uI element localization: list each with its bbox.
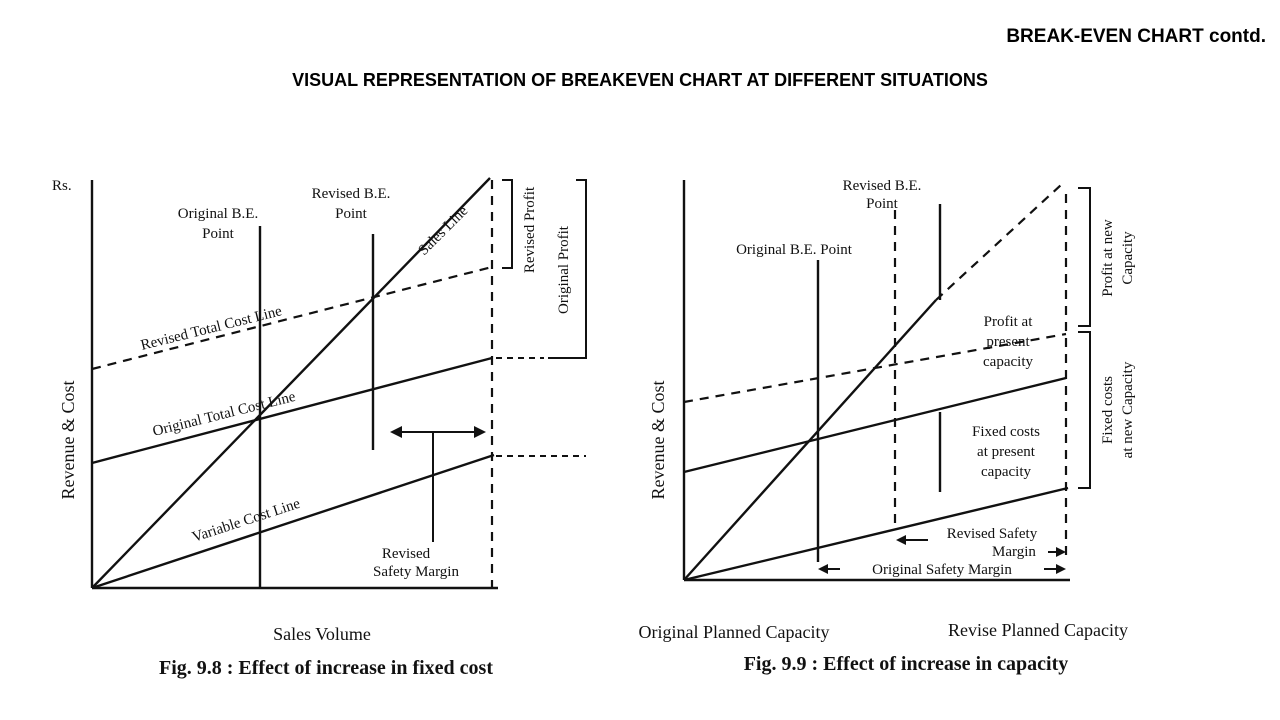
original-be-label: Original B.E. Point: [736, 242, 853, 258]
revised-safety-label-1: Revised: [382, 546, 431, 562]
arrow-right-icon: [474, 426, 486, 438]
profit-new-label-1: Profit at new: [1100, 219, 1116, 297]
revised-total-cost-line: [91, 265, 493, 371]
sales-line-label: Sales Line: [416, 203, 472, 259]
revised-be-label-1: Revised B.E.: [312, 186, 391, 202]
total-cost-line-present: [683, 376, 1067, 474]
corner-title: BREAK-EVEN CHART contd.: [1006, 26, 1266, 47]
capacity-diagram: Revenue & Cost Profit at new Capacity Fi…: [639, 178, 1136, 675]
original-profit-bracket: [548, 179, 587, 359]
fixed-new-label-2: at new Capacity: [1120, 361, 1136, 458]
revised-total-cost-label: Revised Total Cost Line: [139, 303, 284, 354]
variable-cost-line: [683, 486, 1069, 582]
figure-caption: Fig. 9.9 : Effect of increase in capacit…: [744, 653, 1069, 675]
original-be-label-1: Original B.E.: [178, 206, 258, 222]
original-total-cost-line: [91, 356, 493, 465]
figure-caption: Fig. 9.8 : Effect of increase in fixed c…: [159, 657, 493, 679]
variable-cost-label: Variable Cost Line: [190, 496, 302, 546]
slide-title: VISUAL REPRESENTATION OF BREAKEVEN CHART…: [292, 70, 988, 90]
revised-safety-label-2: Safety Margin: [373, 564, 459, 580]
y-unit-label: Rs.: [52, 178, 72, 194]
original-safety-label: Original Safety Margin: [872, 562, 1012, 578]
arrow-right-icon: [1056, 547, 1066, 557]
original-be-label-2: Point: [202, 226, 235, 242]
arrow-right-icon: [1056, 564, 1066, 574]
fixed-new-label-1: Fixed costs: [1100, 376, 1116, 444]
profit-present-label-1: Profit at: [984, 314, 1034, 330]
x-label-original-capacity: Original Planned Capacity: [639, 622, 830, 642]
profit-present-label-3: capacity: [983, 354, 1033, 370]
profit-new-label-2: Capacity: [1120, 231, 1136, 285]
sales-line: [91, 177, 491, 589]
y-axis-label: Revenue & Cost: [648, 381, 668, 500]
profit-present-label-2: present: [986, 334, 1030, 350]
arrow-left-icon: [390, 426, 402, 438]
revised-safety-label-1: Revised Safety: [947, 526, 1038, 542]
fixed-present-label-1: Fixed costs: [972, 424, 1040, 440]
sales-line-extension: [935, 183, 1063, 301]
revised-safety-label-2: Margin: [992, 544, 1036, 560]
arrow-left-icon: [818, 564, 828, 574]
x-axis-label: Sales Volume: [273, 624, 371, 644]
variable-cost-line: [91, 453, 495, 590]
fixed-cost-diagram: Rs. Revenue & Cost Revised Profit Ori: [52, 177, 587, 679]
revised-be-label-1: Revised B.E.: [843, 178, 922, 194]
fixed-new-bracket: [1078, 331, 1091, 489]
figure-capacity: Revenue & Cost Profit at new Capacity Fi…: [636, 170, 1236, 690]
revised-be-label-2: Point: [335, 206, 368, 222]
fixed-present-label-3: capacity: [981, 464, 1031, 480]
revised-profit-bracket: [502, 179, 513, 269]
profit-new-bracket: [1078, 187, 1091, 327]
y-axis-label: Revenue & Cost: [58, 381, 78, 500]
revised-profit-label: Revised Profit: [522, 186, 538, 273]
original-profit-label: Original Profit: [556, 225, 572, 314]
revised-be-label-2: Point: [866, 196, 899, 212]
x-label-revised-capacity: Revise Planned Capacity: [948, 620, 1128, 640]
arrow-left-icon: [896, 535, 906, 545]
fixed-present-label-2: at present: [977, 444, 1036, 460]
figure-fixed-cost: Rs. Revenue & Cost Revised Profit Ori: [40, 170, 600, 690]
total-cost-line-new: [683, 332, 1067, 404]
